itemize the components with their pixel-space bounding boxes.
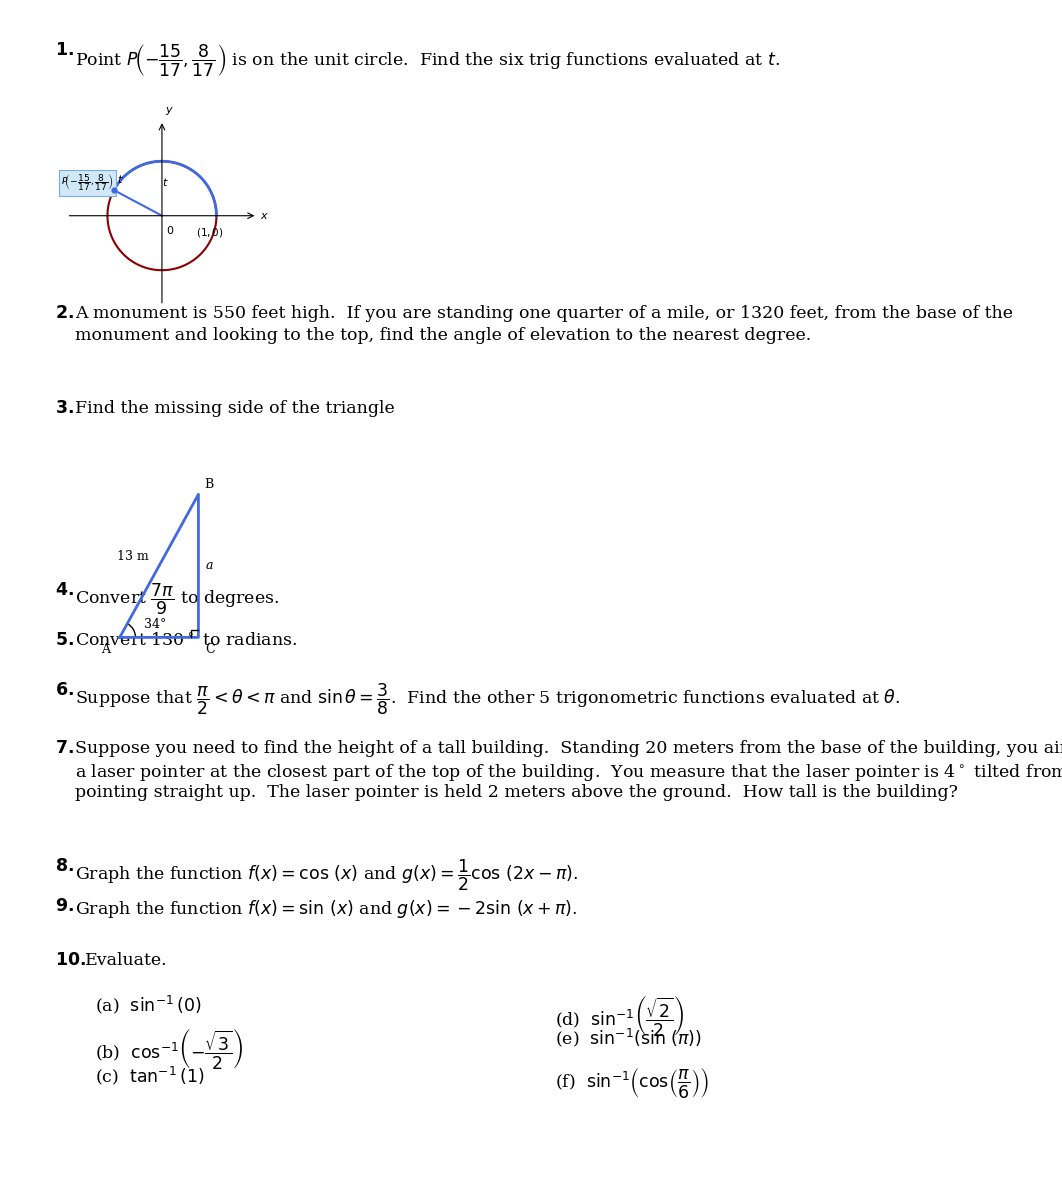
Text: $y$: $y$ — [166, 104, 174, 116]
Text: $\mathbf{10.}$: $\mathbf{10.}$ — [55, 952, 86, 970]
Text: Point $P\!\left(-\dfrac{15}{17},\dfrac{8}{17}\right)$ is on the unit circle.  Fi: Point $P\!\left(-\dfrac{15}{17},\dfrac{8… — [75, 42, 781, 78]
Text: $t$: $t$ — [117, 173, 123, 185]
Text: A: A — [101, 643, 110, 656]
Text: a: a — [206, 559, 213, 572]
Text: $x$: $x$ — [260, 211, 269, 221]
Text: (f)  $\sin^{-1}\!\left(\cos\!\left(\dfrac{\pi}{6}\right)\right)$: (f) $\sin^{-1}\!\left(\cos\!\left(\dfrac… — [555, 1066, 709, 1100]
Text: $\mathbf{4.}$: $\mathbf{4.}$ — [55, 582, 74, 599]
Text: Suppose you need to find the height of a tall building.  Standing 20 meters from: Suppose you need to find the height of a… — [75, 740, 1062, 757]
Text: monument and looking to the top, find the angle of elevation to the nearest degr: monument and looking to the top, find th… — [75, 326, 811, 344]
Text: (b)  $\cos^{-1}\!\left(-\dfrac{\sqrt{3}}{2}\right)$: (b) $\cos^{-1}\!\left(-\dfrac{\sqrt{3}}{… — [95, 1027, 243, 1072]
Text: $\mathbf{3.}$: $\mathbf{3.}$ — [55, 400, 74, 416]
Text: 34°: 34° — [144, 618, 167, 631]
Text: $\mathbf{1.}$: $\mathbf{1.}$ — [55, 42, 74, 59]
Text: $\mathbf{6.}$: $\mathbf{6.}$ — [55, 682, 74, 698]
Text: A monument is 550 feet high.  If you are standing one quarter of a mile, or 1320: A monument is 550 feet high. If you are … — [75, 305, 1013, 322]
Text: (c)  $\tan^{-1}(1)$: (c) $\tan^{-1}(1)$ — [95, 1066, 204, 1087]
Text: $\mathbf{2.}$: $\mathbf{2.}$ — [55, 305, 74, 322]
Text: $(1,0)$: $(1,0)$ — [196, 226, 224, 239]
Text: 13 m: 13 m — [117, 550, 149, 563]
Text: (d)  $\sin^{-1}\!\left(\dfrac{\sqrt{2}}{2}\right)$: (d) $\sin^{-1}\!\left(\dfrac{\sqrt{2}}{2… — [555, 994, 684, 1039]
Text: $\mathbf{7.}$: $\mathbf{7.}$ — [55, 740, 74, 757]
Text: B: B — [204, 479, 213, 492]
Text: $P\!\left(-\dfrac{15}{17},\dfrac{8}{17}\right)$: $P\!\left(-\dfrac{15}{17},\dfrac{8}{17}\… — [62, 173, 114, 193]
Text: Suppose that $\dfrac{\pi}{2} < \theta < \pi$ and $\sin\theta = \dfrac{3}{8}$.  F: Suppose that $\dfrac{\pi}{2} < \theta < … — [75, 682, 901, 718]
Text: $0$: $0$ — [166, 224, 174, 236]
Text: Convert $\dfrac{7\pi}{9}$ to degrees.: Convert $\dfrac{7\pi}{9}$ to degrees. — [75, 582, 279, 618]
Text: (e)  $\sin^{-1}\!(\sin\,(\pi))$: (e) $\sin^{-1}\!(\sin\,(\pi))$ — [555, 1027, 702, 1049]
Text: $\mathbf{5.}$: $\mathbf{5.}$ — [55, 632, 74, 649]
Text: (a)  $\sin^{-1}(0)$: (a) $\sin^{-1}(0)$ — [95, 994, 202, 1016]
Text: $t$: $t$ — [162, 176, 169, 188]
Text: pointing straight up.  The laser pointer is held 2 meters above the ground.  How: pointing straight up. The laser pointer … — [75, 784, 958, 802]
Text: Graph the function $f(x) = \sin\,(x)$ and $g(x) = -2\sin\,(x + \pi)$.: Graph the function $f(x) = \sin\,(x)$ an… — [75, 898, 578, 920]
Text: Graph the function $f(x) = \cos\,(x)$ and $g(x) = \dfrac{1}{2}\cos\,(2x - \pi)$.: Graph the function $f(x) = \cos\,(x)$ an… — [75, 858, 578, 894]
Text: $\mathbf{8.}$: $\mathbf{8.}$ — [55, 858, 74, 875]
Text: $\mathbf{9.}$: $\mathbf{9.}$ — [55, 898, 74, 914]
Text: Evaluate.: Evaluate. — [85, 952, 168, 970]
Text: Find the missing side of the triangle: Find the missing side of the triangle — [75, 400, 395, 416]
Text: C: C — [206, 643, 216, 656]
Text: a laser pointer at the closest part of the top of the building.  You measure tha: a laser pointer at the closest part of t… — [75, 762, 1062, 782]
Text: Convert 130$^\circ$ to radians.: Convert 130$^\circ$ to radians. — [75, 632, 297, 649]
